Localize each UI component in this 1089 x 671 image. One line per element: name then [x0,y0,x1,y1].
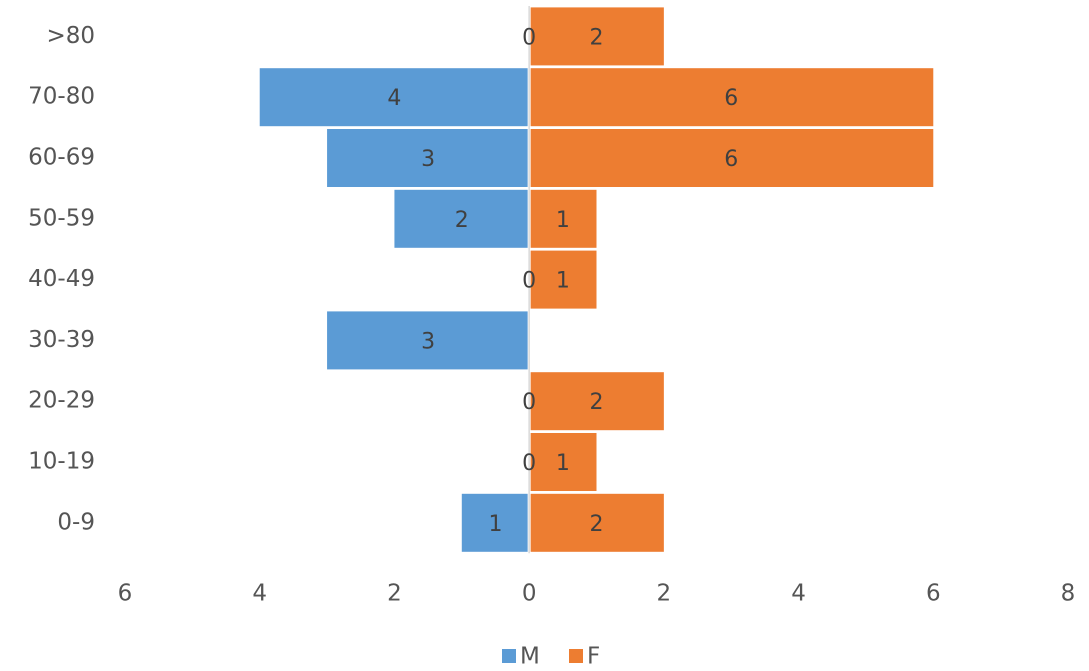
data-label-m-70-80: 4 [387,86,401,111]
category-label-10-19: 10-19 [28,449,95,475]
legend-label-f: F [587,644,600,670]
category-label-20-29: 20-29 [28,388,95,414]
bar-f-20-29 [530,372,664,431]
bar-f-10-19 [530,433,597,491]
data-label-m-60-69: 3 [421,147,435,172]
bar-f-60-69 [530,129,934,187]
category-axis-labels: >80 70-80 60-69 50-59 40-49 30-39 20-29 10-19 0-… [28,23,95,535]
data-label-f-70-80: 6 [724,86,738,111]
x-tick-label: 4 [791,581,806,607]
data-labels-layer: 0 24 63 62 10 130 20 11 2 [387,25,738,536]
bar-f-70-80 [530,68,934,127]
category-label-40-49: 40-49 [28,266,95,292]
legend-swatch-f [569,649,583,663]
category-label-over-80: >80 [46,23,95,49]
bar-m-0-9 [461,493,528,552]
data-label-f-0-9: 2 [590,512,604,537]
data-label-m-20-29: 0 [522,390,536,415]
legend-swatch-m [502,649,516,663]
data-label-m-50-59: 2 [455,208,469,233]
bar-f-over-80 [530,7,664,66]
data-label-f-10-19: 1 [556,451,570,476]
category-label-60-69: 60-69 [28,145,95,171]
legend-label-m: M [520,644,540,670]
x-tick-label: 6 [926,581,941,607]
category-label-70-80: 70-80 [28,84,95,110]
category-label-30-39: 30-39 [28,327,95,353]
bar-m-70-80 [259,68,528,127]
bar-f-40-49 [530,250,597,309]
data-label-f-40-49: 1 [556,269,570,294]
x-tick-label: 6 [118,581,133,607]
x-axis-tick-labels: 6 4 2 0 2 4 6 8 [118,581,1076,607]
bar-m-60-69 [327,129,528,187]
x-tick-label: 0 [522,581,537,607]
x-tick-label: 8 [1061,581,1076,607]
x-tick-label: 4 [252,581,267,607]
x-tick-label: 2 [657,581,672,607]
bar-f-0-9 [530,493,664,552]
bar-m-50-59 [394,189,528,248]
data-label-m-30-39: 3 [421,329,435,354]
data-label-f-20-29: 2 [590,390,604,415]
data-label-m-40-49: 0 [522,269,536,294]
category-label-0-9: 0-9 [57,509,95,535]
data-label-m-0-9: 1 [488,512,502,537]
x-tick-label: 2 [387,581,402,607]
category-label-50-59: 50-59 [28,205,95,231]
data-label-m-10-19: 0 [522,451,536,476]
data-label-f-60-69: 6 [724,147,738,172]
data-label-m-over-80: 0 [522,25,536,50]
bars-layer [259,7,934,552]
bar-m-30-39 [327,311,528,370]
bar-f-50-59 [530,189,597,248]
data-label-f-over-80: 2 [590,25,604,50]
data-label-f-50-59: 1 [556,208,570,233]
